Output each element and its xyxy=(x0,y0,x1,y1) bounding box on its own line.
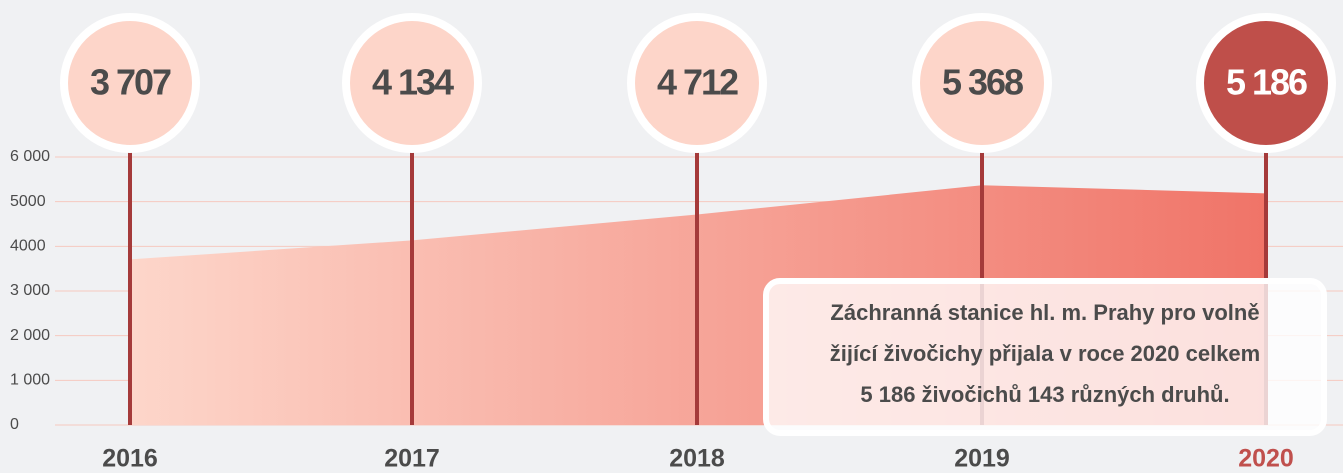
y-tick-label: 5000 xyxy=(10,193,46,210)
annotation-box xyxy=(763,278,1327,436)
value-label: 4 134 xyxy=(372,62,454,103)
annotation-text: Záchranná stanice hl. m. Prahy pro volně xyxy=(830,300,1259,325)
value-circle xyxy=(627,13,767,153)
value-label: 5 368 xyxy=(942,62,1023,103)
x-tick-label: 2016 xyxy=(102,445,158,473)
y-tick-label: 1 000 xyxy=(10,372,50,389)
y-tick-label: 4000 xyxy=(10,238,46,255)
x-tick-label: 2018 xyxy=(669,445,725,473)
y-tick-label: 3 000 xyxy=(10,282,50,299)
value-label: 4 712 xyxy=(657,62,738,103)
value-label: 5 186 xyxy=(1226,62,1307,103)
annotation-text: 5 186 živočichů 143 různých druhů. xyxy=(860,382,1229,407)
value-label: 3 707 xyxy=(90,62,171,103)
y-tick-label: 6 000 xyxy=(10,148,50,165)
value-circle xyxy=(342,13,482,153)
value-circle xyxy=(1196,13,1336,153)
value-circle xyxy=(912,13,1052,153)
y-tick-label: 2 000 xyxy=(10,327,50,344)
y-tick-label: 0 xyxy=(10,416,19,433)
x-tick-label: 2020 xyxy=(1238,445,1294,473)
value-circle xyxy=(60,13,200,153)
x-tick-label: 2017 xyxy=(384,445,440,473)
annotation-text: žijící živočichy přijala v roce 2020 cel… xyxy=(830,341,1260,366)
x-tick-label: 2019 xyxy=(954,445,1010,473)
